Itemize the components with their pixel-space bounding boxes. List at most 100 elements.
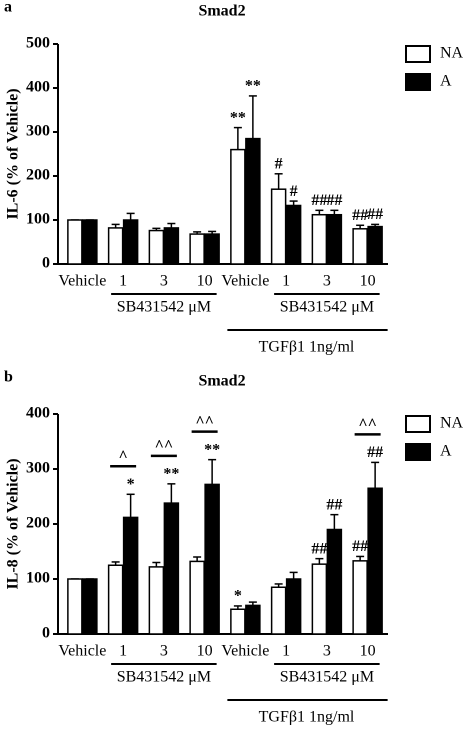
y-tick-label: 0 <box>42 625 50 642</box>
bar <box>67 219 83 265</box>
x-tick-label: 1 <box>119 273 127 290</box>
legend-label: A <box>440 443 452 460</box>
bar <box>285 578 302 635</box>
treatment-label: TGFβ1 1ng/ml <box>259 709 355 726</box>
chart-title: Smad2 <box>198 3 245 20</box>
x-tick-label: 10 <box>197 643 213 660</box>
x-tick-label: 1 <box>282 273 290 290</box>
bar <box>245 604 261 635</box>
x-tick-label: 3 <box>160 643 168 660</box>
y-tick-label: 200 <box>26 515 50 532</box>
bar <box>163 502 180 635</box>
panel-label: a <box>4 0 12 16</box>
y-axis-label: IL-8 (% of Vehicle) <box>5 458 22 589</box>
bar <box>189 560 205 635</box>
bar <box>67 578 83 635</box>
legend-swatch <box>405 73 431 91</box>
legend-label: NA <box>440 415 464 432</box>
legend-swatch <box>405 443 431 461</box>
legend-label: NA <box>440 45 464 62</box>
significance-mark: ** <box>230 109 246 126</box>
bar <box>122 219 139 265</box>
bar <box>107 564 124 635</box>
significance-mark: * <box>127 476 135 493</box>
group-label: SB431542 μM <box>280 669 374 686</box>
chart-title: Smad2 <box>198 373 245 390</box>
bar <box>311 213 328 265</box>
bar <box>270 586 287 635</box>
x-tick-label: Vehicle <box>58 643 106 660</box>
significance-mark: ## <box>326 192 342 209</box>
legend-label: A <box>440 73 452 90</box>
significance-mark: ## <box>311 192 327 209</box>
comparison-mark: ^^ <box>195 413 214 430</box>
bar <box>163 227 180 265</box>
y-tick-label: 500 <box>26 35 50 52</box>
y-axis-label: IL-6 (% of Vehicle) <box>5 88 22 219</box>
significance-mark: # <box>290 183 298 200</box>
group-label: SB431542 μM <box>280 299 374 316</box>
legend-swatch <box>405 45 431 63</box>
x-tick-label: 1 <box>282 643 290 660</box>
bar <box>311 563 328 635</box>
comparison-mark: ^^ <box>358 416 377 433</box>
bar <box>204 233 220 265</box>
bar <box>285 204 302 265</box>
bar <box>107 227 124 265</box>
panel-label: b <box>4 369 13 386</box>
comparison-mark: ^^ <box>155 438 174 455</box>
bar <box>270 188 287 265</box>
y-tick-label: 200 <box>26 167 50 184</box>
legend-swatch <box>405 415 431 433</box>
group-label: SB431542 μM <box>117 299 211 316</box>
significance-mark: ## <box>352 538 368 555</box>
bar <box>230 608 246 635</box>
y-tick-label: 100 <box>26 211 50 228</box>
significance-mark: ## <box>367 206 383 223</box>
comparison-mark: ^ <box>118 448 127 465</box>
bar <box>367 225 383 265</box>
significance-mark: ## <box>326 496 342 513</box>
y-tick-label: 400 <box>26 405 50 422</box>
group-label: SB431542 μM <box>117 669 211 686</box>
x-tick-label: 3 <box>323 273 331 290</box>
x-tick-label: 3 <box>160 273 168 290</box>
significance-mark: ** <box>163 466 179 483</box>
significance-mark: ## <box>352 207 368 224</box>
x-tick-label: 3 <box>323 643 331 660</box>
significance-mark: ## <box>367 444 383 461</box>
bar <box>148 229 165 265</box>
x-tick-label: Vehicle <box>221 643 269 660</box>
y-tick-label: 400 <box>26 79 50 96</box>
bar <box>148 566 165 635</box>
significance-mark: ** <box>245 78 261 95</box>
bar <box>367 487 383 635</box>
y-tick-label: 300 <box>26 460 50 477</box>
x-tick-label: Vehicle <box>58 273 106 290</box>
y-tick-label: 300 <box>26 123 50 140</box>
x-tick-label: 10 <box>360 273 376 290</box>
bar <box>326 213 343 265</box>
bar <box>352 228 368 265</box>
bar <box>326 528 343 635</box>
y-tick-label: 0 <box>42 255 50 272</box>
significance-mark: ## <box>311 540 327 557</box>
bar <box>82 578 98 635</box>
chart-panel: a Smad2 IL-6 (% of Vehicle) 0 100 200 300 400 50… <box>4 0 464 356</box>
bar <box>204 483 220 635</box>
x-tick-label: Vehicle <box>221 273 269 290</box>
y-tick-label: 100 <box>26 570 50 587</box>
bar <box>245 137 261 265</box>
x-tick-label: 10 <box>197 273 213 290</box>
x-tick-label: 1 <box>119 643 127 660</box>
chart-panel: b Smad2 IL-8 (% of Vehicle) 0 100 200 300 400 Ve… <box>4 369 464 726</box>
bar <box>352 560 368 635</box>
bar <box>230 148 246 265</box>
x-tick-label: 10 <box>360 643 376 660</box>
significance-mark: * <box>234 588 242 605</box>
significance-mark: ** <box>204 441 220 458</box>
treatment-label: TGFβ1 1ng/ml <box>259 339 355 356</box>
bar <box>189 233 205 265</box>
significance-mark: # <box>275 155 283 172</box>
